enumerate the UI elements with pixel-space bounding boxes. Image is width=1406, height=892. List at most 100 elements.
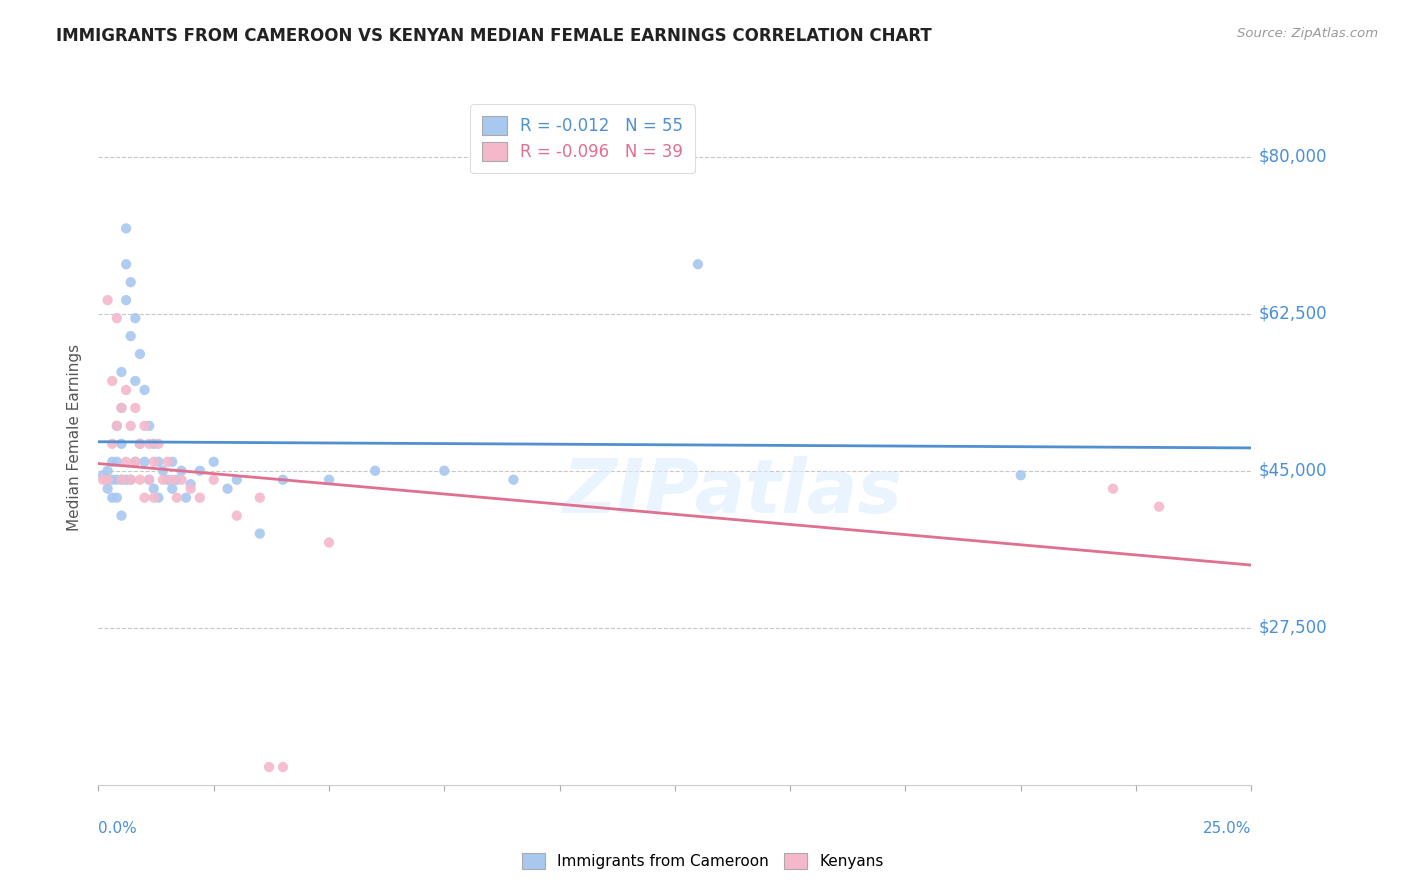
Point (97, 464, 120, 478)
Point (1102, 482, 1125, 496)
Point (364, 464, 387, 478)
Point (110, 401, 132, 415)
Text: 0.0%: 0.0% (98, 821, 138, 836)
Point (124, 374, 146, 388)
Point (156, 473, 179, 487)
Point (105, 473, 128, 487)
Text: ZIPatlas: ZIPatlas (562, 456, 903, 529)
Point (134, 383, 156, 397)
Point (257, 760, 280, 774)
Point (148, 455, 170, 469)
Point (225, 508, 247, 523)
Point (105, 418, 128, 433)
Point (97, 482, 120, 496)
Point (160, 455, 183, 469)
Point (124, 401, 146, 415)
Point (180, 482, 202, 496)
Point (188, 464, 211, 478)
Point (174, 491, 197, 505)
Point (170, 464, 193, 478)
Point (110, 365, 132, 379)
Text: $62,500: $62,500 (1258, 305, 1327, 323)
Point (160, 473, 183, 487)
Point (110, 473, 132, 487)
Text: $27,500: $27,500 (1258, 619, 1327, 637)
Text: Source: ZipAtlas.com: Source: ZipAtlas.com (1237, 27, 1378, 40)
Point (686, 257, 709, 271)
Point (160, 482, 183, 496)
Point (91, 473, 114, 487)
Point (249, 491, 271, 505)
Point (156, 455, 179, 469)
Point (138, 418, 160, 433)
Point (188, 491, 211, 505)
Point (120, 473, 142, 487)
Point (110, 401, 132, 415)
Point (318, 535, 340, 549)
Point (115, 293, 138, 308)
Point (129, 437, 152, 451)
Point (142, 491, 165, 505)
Point (129, 473, 152, 487)
Point (217, 482, 239, 496)
Point (134, 418, 156, 433)
Point (249, 526, 271, 541)
Text: 25.0%: 25.0% (1204, 821, 1251, 836)
Point (138, 473, 160, 487)
Point (129, 437, 152, 451)
Point (105, 455, 128, 469)
Point (115, 221, 138, 235)
Point (170, 473, 193, 487)
Point (142, 482, 165, 496)
Point (134, 491, 156, 505)
Point (138, 473, 160, 487)
Point (101, 491, 124, 505)
Point (124, 311, 146, 326)
Point (202, 455, 225, 469)
Point (152, 464, 174, 478)
Legend: Immigrants from Cameroon, Kenyans: Immigrants from Cameroon, Kenyans (516, 847, 890, 875)
Point (225, 473, 247, 487)
Point (202, 473, 225, 487)
Point (166, 473, 188, 487)
Point (142, 455, 165, 469)
Point (115, 257, 138, 271)
Point (97, 293, 120, 308)
Text: $80,000: $80,000 (1258, 147, 1327, 166)
Point (142, 437, 165, 451)
Point (134, 455, 156, 469)
Point (271, 760, 294, 774)
Point (124, 455, 146, 469)
Point (318, 473, 340, 487)
Point (115, 383, 138, 397)
Point (101, 455, 124, 469)
Point (271, 473, 294, 487)
Point (101, 437, 124, 451)
Point (124, 455, 146, 469)
Point (120, 329, 142, 343)
Point (105, 418, 128, 433)
Point (433, 464, 456, 478)
Point (180, 477, 202, 491)
Point (101, 374, 124, 388)
Point (120, 473, 142, 487)
Point (105, 311, 128, 326)
Point (110, 437, 132, 451)
Point (115, 473, 138, 487)
Point (138, 437, 160, 451)
Point (110, 473, 132, 487)
Point (1147, 500, 1170, 514)
Point (129, 347, 152, 361)
Point (97, 473, 120, 487)
Text: IMMIGRANTS FROM CAMEROON VS KENYAN MEDIAN FEMALE EARNINGS CORRELATION CHART: IMMIGRANTS FROM CAMEROON VS KENYAN MEDIA… (56, 27, 932, 45)
Point (152, 473, 174, 487)
Text: $45,000: $45,000 (1258, 462, 1327, 480)
Point (166, 491, 188, 505)
Point (110, 508, 132, 523)
Point (115, 455, 138, 469)
Point (148, 437, 170, 451)
Point (1010, 468, 1032, 483)
Point (105, 491, 128, 505)
Point (502, 473, 524, 487)
Point (148, 491, 170, 505)
